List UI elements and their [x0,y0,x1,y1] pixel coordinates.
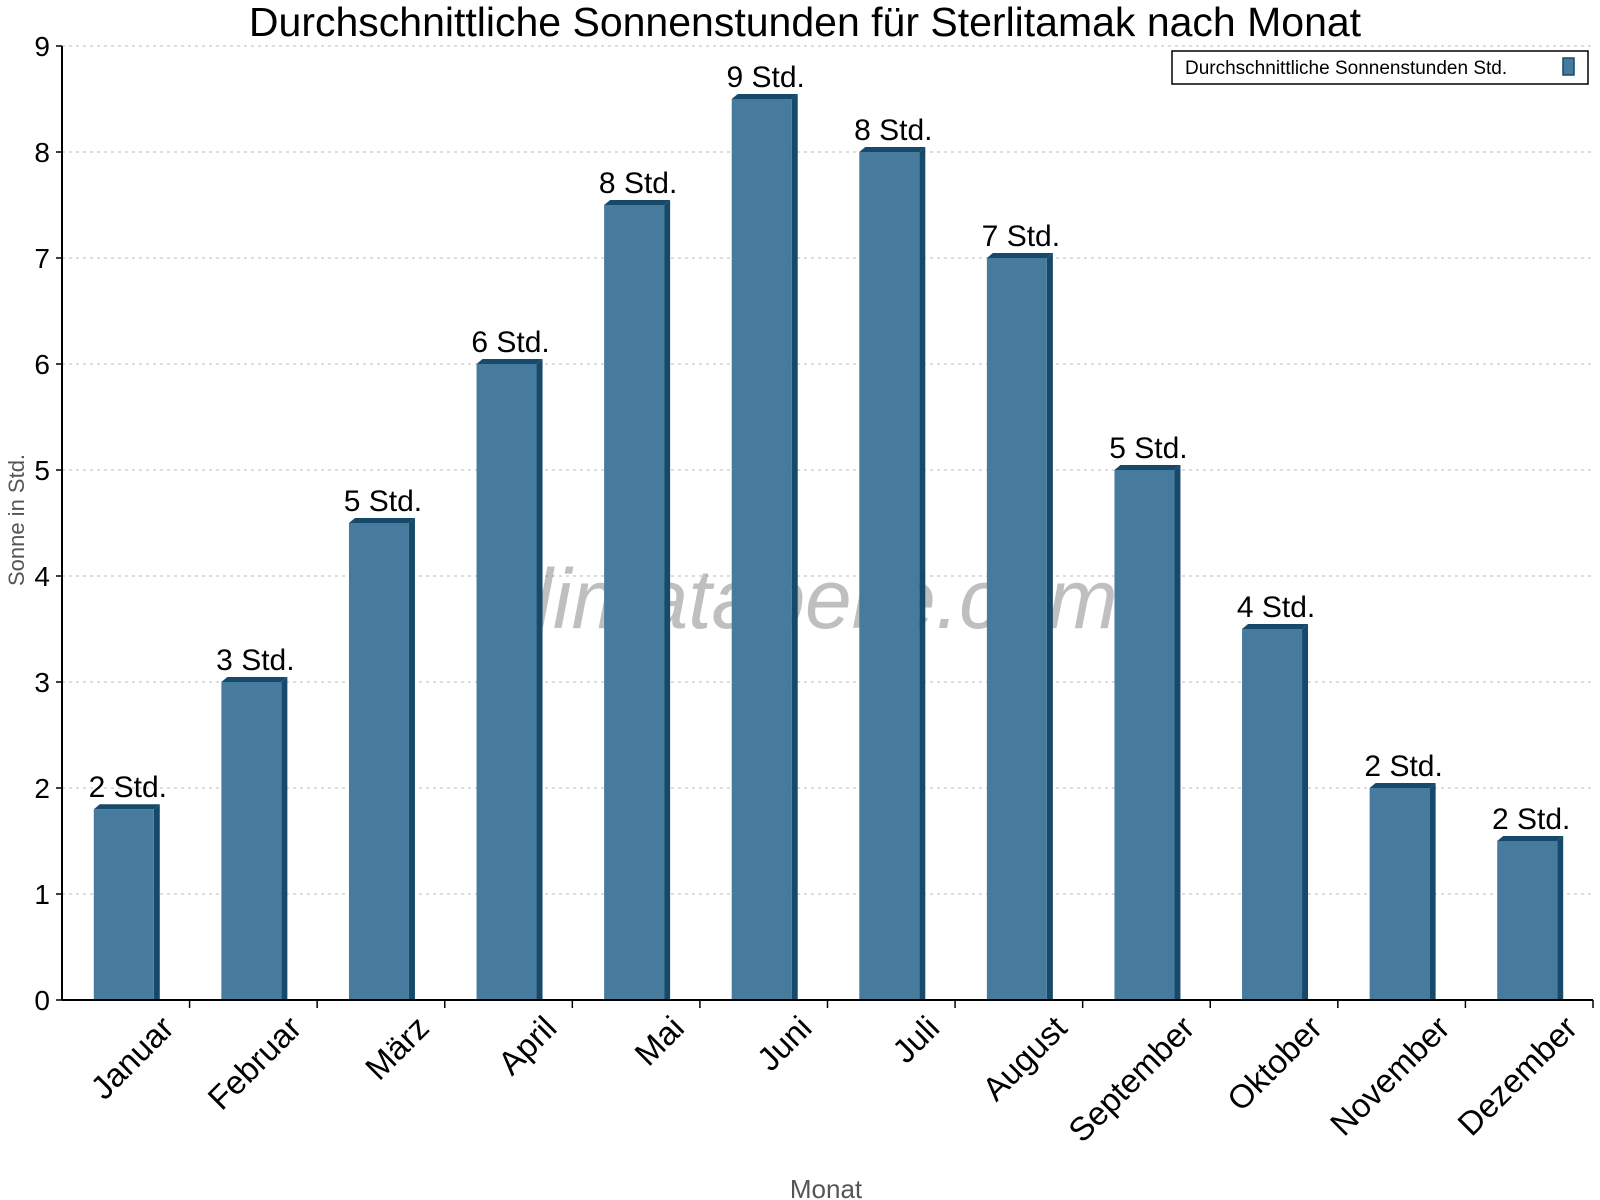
x-tick-label: Juni [750,1009,819,1078]
y-tick-label: 9 [34,31,50,62]
data-label: 5 Std. [1109,432,1187,465]
bar-side [1174,465,1181,1000]
data-label: 8 Std. [599,167,677,200]
bar-side [1046,253,1053,1000]
x-tick-label: Mai [627,1009,691,1073]
bar-top [1242,624,1309,629]
bar-side [536,359,543,1000]
bar-side [153,804,160,1000]
bar [1497,841,1558,1000]
y-axis-label: Sonne in Std. [4,454,29,586]
x-tick-label: August [975,1009,1074,1108]
bar [1242,629,1303,1000]
bar-side [1557,836,1564,1000]
data-label: 2 Std. [1492,803,1570,836]
bar-top [986,253,1053,258]
bar [348,523,409,1000]
y-tick-label: 0 [34,985,50,1016]
legend-swatch [1562,57,1575,76]
x-tick-label: April [491,1009,564,1082]
bar-side [281,677,288,1000]
bar-side [664,200,671,1000]
bars: 2 Std. 3 Std. 5 Std. 6 Std. 8 Std. 9 Std. 8 St… [89,61,1570,1000]
bar-top [859,147,926,152]
data-label: 3 Std. [216,644,294,677]
y-tick-label: 6 [34,349,50,380]
bar-top [1114,465,1181,470]
bar-top [221,677,288,682]
bar [1369,788,1430,1000]
x-tick-label: November [1323,1009,1457,1143]
y-tick-label: 7 [34,243,50,274]
bar [731,99,792,1000]
y-tick-label: 5 [34,455,50,486]
x-tick-label: Dezember [1450,1009,1584,1143]
data-label: 6 Std. [471,326,549,359]
bar [93,809,154,1000]
bar [859,152,920,1000]
bar [986,258,1047,1000]
data-label: 2 Std. [89,771,167,804]
bar-top [348,518,415,523]
x-tick-label: Februar [200,1009,308,1117]
bar [476,364,537,1000]
x-tick-label: März [358,1009,436,1087]
x-tick-label: September [1061,1009,1201,1149]
bar-side [919,147,926,1000]
x-tick-label: Januar [83,1009,181,1107]
bar [604,205,665,1000]
y-tick-label: 4 [34,561,50,592]
data-label: 4 Std. [1237,591,1315,624]
data-label: 9 Std. [727,61,805,94]
x-axis-label: Monat [790,1174,863,1200]
y-tick-label: 2 [34,773,50,804]
y-tick-label: 1 [34,879,50,910]
legend: Durchschnittliche Sonnenstunden Std. [1171,50,1589,85]
bar-side [408,518,415,1000]
legend-box [1171,50,1589,85]
data-label: 5 Std. [344,485,422,518]
bar-top [93,804,160,810]
bar [1114,470,1175,1000]
bar [221,682,282,1000]
data-label: 7 Std. [982,220,1060,253]
bar-top [604,200,671,205]
bar-top [1369,783,1436,788]
data-label: 2 Std. [1364,750,1442,783]
legend-label: Durchschnittliche Sonnenstunden Std. [1185,58,1507,79]
x-tick-label: Juli [885,1009,946,1070]
bar-side [1429,783,1436,1000]
chart-title: Durchschnittliche Sonnenstunden für Ster… [249,0,1362,45]
x-tick-label: Oktober [1220,1009,1329,1118]
bar-side [791,94,798,1000]
y-tick-label: 8 [34,137,50,168]
bar-top [476,359,543,364]
bar-top [731,94,798,99]
y-tick-label: 3 [34,667,50,698]
bar-side [1302,624,1309,1000]
data-label: 8 Std. [854,114,932,147]
bar-top [1497,836,1564,841]
gridlines [62,45,1593,895]
